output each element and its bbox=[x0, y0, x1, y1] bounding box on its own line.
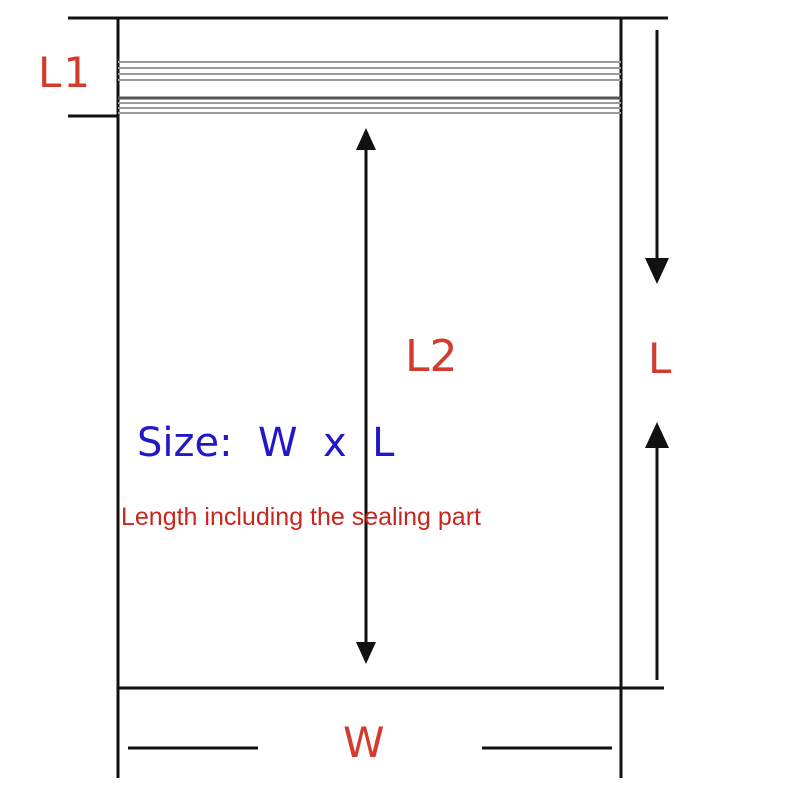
l-label: L bbox=[648, 334, 672, 383]
length-note-label: Length including the sealing part bbox=[121, 503, 481, 531]
l1-label: L1 bbox=[38, 48, 93, 97]
arrow-head-down bbox=[356, 642, 376, 664]
seal-lines bbox=[118, 61, 621, 114]
bag-outline bbox=[68, 16, 668, 778]
l-arrow-bottom bbox=[645, 422, 669, 680]
w-label: W bbox=[343, 718, 385, 767]
l2-label: L2 bbox=[405, 331, 458, 382]
arrow-head-down bbox=[645, 258, 669, 284]
size-formula-label: Size: W x L bbox=[137, 420, 395, 466]
l2-arrow bbox=[356, 128, 376, 664]
arrow-head-up bbox=[356, 128, 376, 150]
arrow-head-up bbox=[645, 422, 669, 448]
l-arrow-top bbox=[645, 30, 669, 284]
